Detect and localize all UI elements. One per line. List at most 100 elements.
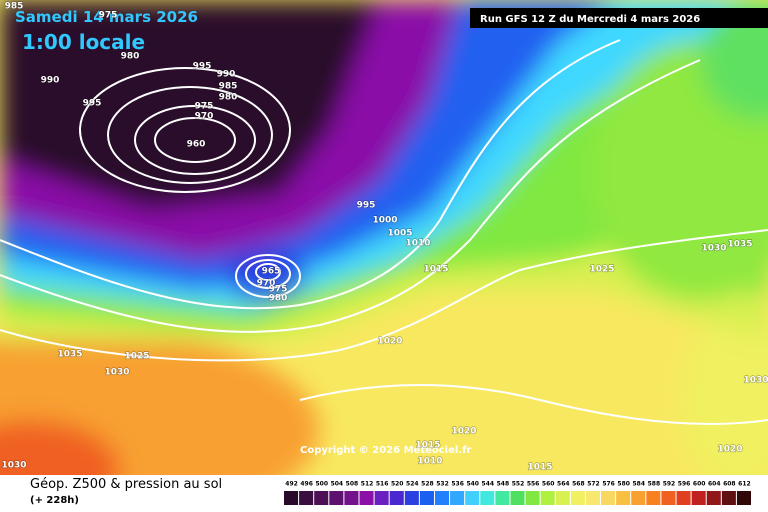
isobar-label: 1030: [104, 368, 129, 378]
forecast-time: 1:00 locale: [22, 30, 145, 54]
isobar-label: 1020: [451, 427, 476, 437]
legend-swatch: [510, 491, 525, 505]
legend-swatch: [359, 491, 374, 505]
isobar-label: 990: [217, 70, 236, 80]
legend-swatch: [555, 491, 570, 505]
legend-level: 584: [633, 481, 646, 488]
run-box: [470, 8, 768, 28]
legend-level: 492: [285, 481, 298, 488]
legend-level: 532: [436, 481, 449, 488]
legend-level: 608: [723, 481, 736, 488]
legend-level: 516: [376, 481, 389, 488]
isobar-label: 995: [83, 99, 102, 109]
isobars: [0, 39, 768, 425]
legend-swatch: [434, 491, 450, 505]
isobar-label: 1035: [727, 240, 752, 250]
legend-level: 612: [738, 481, 751, 488]
legend-level: 544: [482, 481, 495, 488]
isobar-label: 985: [5, 2, 24, 12]
isobar-label: 980: [219, 93, 238, 103]
isobar-label: 960: [187, 140, 206, 150]
isobar-label: 975: [269, 285, 288, 295]
legend-swatch: [691, 491, 706, 505]
isobar-label: 970: [195, 112, 214, 122]
legend-swatch: [404, 491, 419, 505]
isobar-label: 975: [195, 102, 214, 112]
legend-swatch: [495, 491, 510, 505]
legend-swatch: [721, 491, 736, 505]
isobar-label: 1030: [743, 376, 768, 386]
legend-level: 496: [300, 481, 313, 488]
legend-swatch: [329, 491, 344, 505]
legend-swatch: [676, 491, 691, 505]
legend-level: 548: [497, 481, 510, 488]
legend-level: 536: [451, 481, 464, 488]
legend-level: 504: [331, 481, 344, 488]
isobar-label: 1035: [57, 350, 82, 360]
isobar-label: 1010: [417, 457, 442, 467]
isobar-label: 965: [262, 267, 281, 277]
legend-level: 572: [587, 481, 600, 488]
legend-swatch: [631, 491, 646, 505]
legend-level: 592: [663, 481, 676, 488]
legend-level: 580: [617, 481, 630, 488]
legend-level: 552: [512, 481, 525, 488]
isobar-label: 1030: [1, 461, 26, 471]
isobar-label: 1015: [415, 441, 440, 451]
legend-swatch: [450, 491, 465, 505]
copyright: Copyright © 2026 Meteociel.fr: [300, 445, 471, 456]
legend-level: 520: [391, 481, 404, 488]
legend-swatch: [661, 491, 676, 505]
legend-level: 604: [708, 481, 721, 488]
legend-swatch: [419, 491, 434, 505]
isobar-labels: 9859759809909959959909859809759709609951…: [1, 1, 768, 473]
isobar-label: 980: [269, 294, 288, 304]
legend-swatch: [389, 491, 404, 505]
run-info: Run GFS 12 Z du Mercredi 4 mars 2026: [480, 14, 700, 25]
legend-swatch: [601, 491, 616, 505]
legend-level: 568: [572, 481, 585, 488]
isobar-label: 995: [357, 201, 376, 211]
legend-swatch: [299, 491, 314, 505]
legend-level: 524: [406, 481, 419, 488]
isobar-label: 970: [257, 279, 276, 289]
isobar-label: 1005: [387, 229, 412, 239]
legend-level: 556: [527, 481, 540, 488]
legend-level: 512: [361, 481, 374, 488]
legend-swatch: [616, 491, 631, 505]
lead-time: (+ 228h): [30, 495, 79, 506]
isobar-label: 1020: [377, 337, 402, 347]
legend-level: 596: [678, 481, 691, 488]
legend-swatch: [736, 491, 751, 505]
isobar-label: 1010: [405, 239, 430, 249]
legend-swatch: [374, 491, 389, 505]
legend-level: 564: [557, 481, 570, 488]
legend-level: 560: [542, 481, 555, 488]
legend-swatch: [344, 491, 359, 505]
legend-swatch: [540, 491, 555, 505]
legend-swatch: [480, 491, 495, 505]
isobar-label: 1015: [527, 463, 552, 473]
isobar-label: 1025: [124, 352, 149, 362]
isobar-label: 990: [41, 76, 60, 86]
isobar-label: 1030: [701, 244, 726, 254]
legend-swatch: [570, 491, 585, 505]
isobar-label: 985: [219, 82, 238, 92]
forecast-date: Samedi 14 mars 2026: [15, 8, 198, 26]
legend-level: 540: [466, 481, 479, 488]
legend-swatch: [525, 491, 540, 505]
isobar-label: 1020: [717, 445, 742, 455]
legend-level: 500: [315, 481, 328, 488]
isobar-label: 1000: [372, 216, 397, 226]
isobar-label: 1025: [589, 265, 614, 275]
legend-level: 576: [602, 481, 615, 488]
isobar-label: 980: [121, 52, 140, 62]
legend-swatch: [465, 491, 480, 505]
legend-level: 528: [421, 481, 434, 488]
legend-swatch: [646, 491, 661, 505]
isobar-label: 995: [193, 62, 212, 72]
legend-swatch: [284, 491, 299, 505]
legend-level: 588: [648, 481, 661, 488]
legend: 492 496 500 504 508 512 516 520 524 528 532 536 540 5…: [284, 481, 751, 505]
